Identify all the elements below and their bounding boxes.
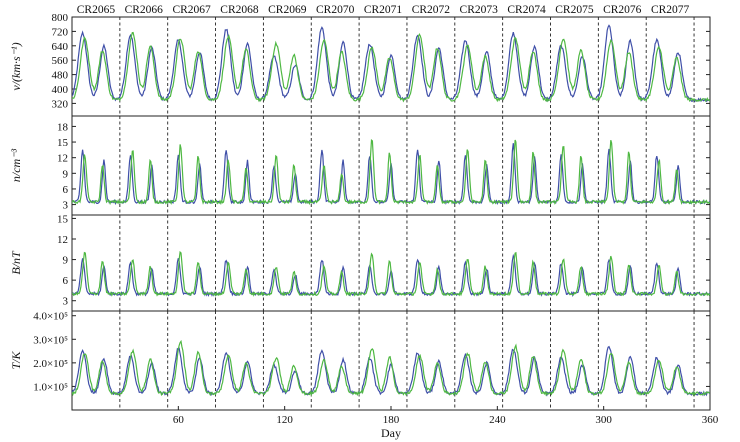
cr-label: CR2072: [412, 4, 451, 16]
x-tick-label: 300: [595, 414, 612, 426]
y-tick-label: 320: [52, 98, 69, 110]
cr-label: CR2067: [172, 4, 211, 16]
y-tick-label: 6: [63, 275, 69, 287]
y-tick-label: 560: [52, 55, 69, 67]
panel-frame-field: [71, 214, 711, 312]
cr-label: CR2065: [77, 4, 116, 16]
cr-label: CR2071: [364, 4, 403, 16]
y-tick-label: 480: [52, 70, 69, 82]
y-tick-label: 15: [57, 213, 69, 225]
cr-label: CR2075: [555, 4, 594, 16]
x-tick-label: 180: [383, 414, 400, 426]
y-axis-title: v/(km·s⁻¹): [9, 42, 23, 90]
cr-label: CR2076: [603, 4, 642, 16]
y-axis-title: T/K: [9, 351, 23, 370]
y-tick-label: 720: [52, 26, 69, 38]
cr-label: CR2068: [220, 4, 259, 16]
y-tick-label: 3.0×10⁵: [33, 334, 68, 346]
series-line-green: [72, 250, 710, 297]
y-tick-label: 3: [63, 296, 69, 308]
y-tick-label: 400: [52, 84, 69, 96]
y-tick-label: 12: [57, 234, 68, 246]
cr-label: CR2069: [268, 4, 307, 16]
cr-label: CR2070: [316, 4, 355, 16]
y-tick-label: 4.0×10⁵: [33, 311, 68, 323]
series-line-green: [72, 339, 710, 397]
x-tick-label: 60: [173, 414, 185, 426]
y-tick-label: 2.0×10⁵: [33, 358, 68, 370]
y-axis-title: n/cm⁻³: [9, 148, 23, 182]
y-tick-label: 800: [52, 12, 69, 24]
cr-label: CR2073: [460, 4, 499, 16]
y-tick-label: 15: [57, 137, 69, 149]
cr-label: CR2074: [507, 4, 546, 16]
series-line-blue: [72, 345, 710, 397]
series-line-blue: [72, 24, 710, 103]
y-tick-label: 640: [52, 41, 69, 53]
series-line-green: [72, 139, 710, 206]
cr-label: CR2077: [651, 4, 690, 16]
x-tick-label: 120: [276, 414, 293, 426]
y-tick-label: 3: [63, 200, 69, 212]
y-tick-label: 18: [57, 121, 69, 133]
x-axis-title: Day: [381, 426, 401, 440]
y-tick-label: 12: [57, 153, 68, 165]
y-tick-label: 9: [63, 255, 69, 267]
y-axis-title: B/nT: [9, 250, 23, 275]
y-tick-label: 6: [63, 184, 69, 196]
x-tick-label: 360: [702, 414, 719, 426]
series-line-green: [72, 31, 710, 103]
x-tick-label: 240: [489, 414, 506, 426]
y-tick-label: 9: [63, 168, 69, 180]
cr-label: CR2066: [125, 4, 164, 16]
y-tick-label: 1.0×10⁵: [33, 381, 68, 393]
